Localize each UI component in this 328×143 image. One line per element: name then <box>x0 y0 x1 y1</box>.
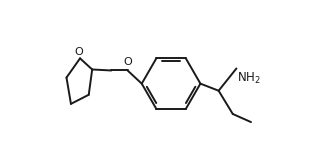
Text: NH$_2$: NH$_2$ <box>237 70 261 86</box>
Text: O: O <box>123 57 132 67</box>
Text: O: O <box>75 47 83 57</box>
